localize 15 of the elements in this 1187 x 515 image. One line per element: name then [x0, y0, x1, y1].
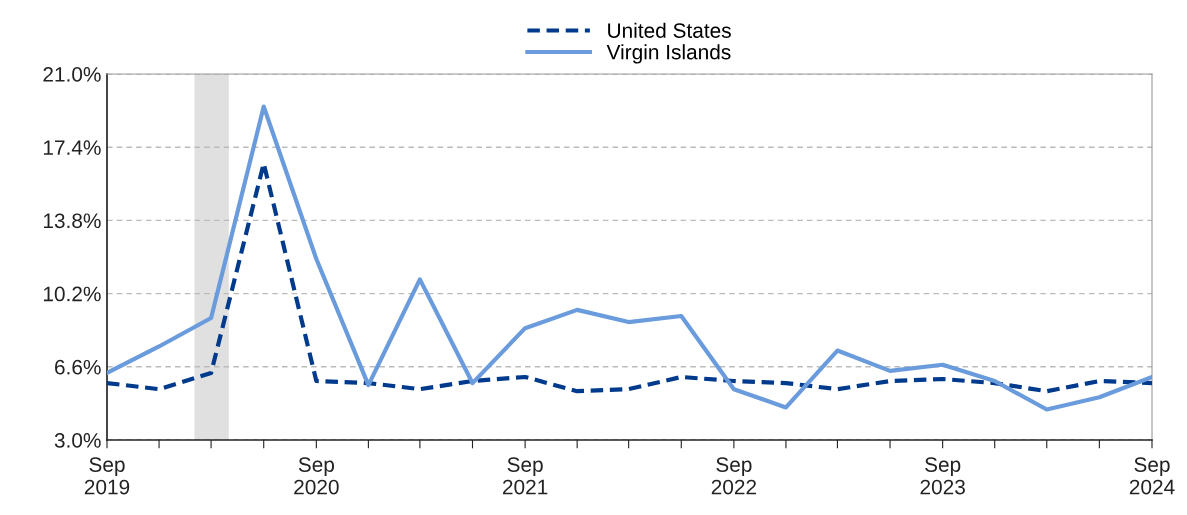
y-tick-label: 6.6%	[55, 359, 101, 375]
y-tick-label: 17.4%	[43, 140, 101, 155]
x-tick-label: Sep 2020	[294, 457, 339, 495]
x-tick-label: Sep 2023	[920, 457, 965, 495]
x-tick-label: Sep 2022	[711, 457, 757, 495]
x-tick-label: Sep 2021	[502, 457, 548, 495]
y-tick-label: 10.2%	[43, 286, 101, 302]
y-tick-label: 3.0%	[54, 433, 101, 448]
line-series	[107, 104, 1152, 412]
legend-label: Virgin Islands	[606, 44, 731, 64]
x-tick-label: Sep 2024	[1129, 457, 1175, 495]
y-tick-label: 13.8%	[43, 213, 101, 229]
x-tick-label: Sep 2019	[84, 457, 130, 495]
y-tick-label: 21.0%	[43, 67, 101, 82]
legend-label: United States	[608, 22, 731, 38]
